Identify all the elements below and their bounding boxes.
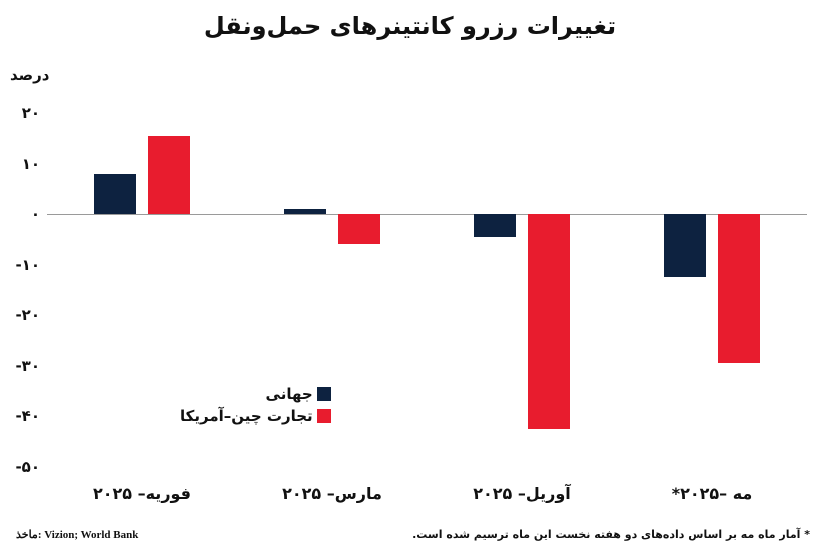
y-tick-label: -۱۰ [15,255,40,274]
legend-label-china-us: تجارت چین–آمریکا [180,407,313,425]
bar-global [474,214,516,237]
legend-swatch-china-us [316,409,331,423]
bar-global [94,173,136,214]
bar-global [284,208,326,214]
y-tick-label: ۰ [30,205,40,223]
x-tick-label: آوریل– ۲۰۲۵ [473,484,571,503]
legend-swatch-global [316,387,331,401]
y-tick-label: ۱۰ [21,154,40,173]
y-tick-label: -۵۰ [15,457,40,476]
y-axis-unit-label: درصد [10,66,50,84]
footnote: * آمار ماه مه بر اساس داده‌های دو هفته ن… [412,528,810,541]
source-note: ماخذ: Vizion; World Bank [16,529,139,541]
bar-china-us [148,135,190,214]
legend-label-global: جهانی [265,385,313,403]
y-tick-label: -۳۰ [15,356,40,375]
x-tick-label: مه –۲۰۲۵* [671,484,753,503]
legend: جهانی تجارت چین–آمریکا [180,383,331,427]
x-tick-label: مارس– ۲۰۲۵ [282,484,382,503]
zero-baseline [47,214,807,215]
x-tick-label: فوریه– ۲۰۲۵ [92,484,192,503]
legend-item-china-us: تجارت چین–آمریکا [180,405,331,427]
bar-china-us [528,214,570,429]
chart-title: تغییرات رزرو کانتینرهای حمل‌ونقل [203,12,617,40]
bar-global [664,214,706,278]
y-tick-label: ۲۰ [21,104,40,122]
bar-china-us [718,214,760,363]
bar-china-us [338,214,380,245]
y-tick-label: -۴۰ [15,407,40,425]
legend-item-global: جهانی [180,383,331,405]
y-tick-label: -۲۰ [15,306,40,324]
